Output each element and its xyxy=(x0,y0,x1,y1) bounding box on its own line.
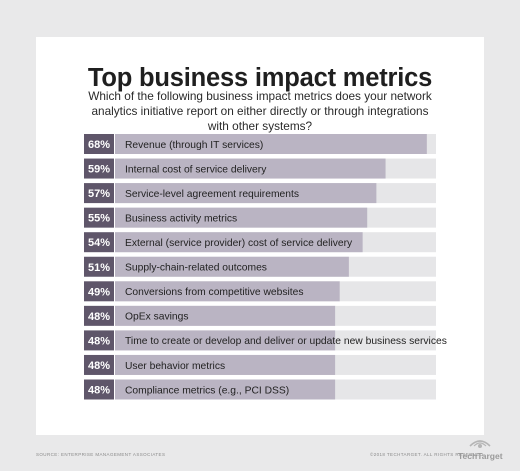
data-label: 68% xyxy=(88,139,110,151)
category-label: Revenue (through IT services) xyxy=(125,140,263,151)
value-label-box xyxy=(84,305,114,326)
data-label: 57% xyxy=(88,188,110,200)
data-label: 48% xyxy=(88,311,110,323)
data-label: 48% xyxy=(88,335,110,347)
value-label-box xyxy=(84,354,114,375)
category-label: Compliance metrics (e.g., PCI DSS) xyxy=(125,385,289,396)
source-note: SOURCE: ENTERPRISE MANAGEMENT ASSOCIATES xyxy=(36,452,166,457)
value-label-box xyxy=(84,281,114,302)
data-label: 55% xyxy=(88,213,110,225)
chart-subtitle: Which of the following business impact m… xyxy=(88,89,432,133)
data-label: 59% xyxy=(88,164,110,176)
value-label-box xyxy=(84,256,114,277)
bar xyxy=(115,207,368,228)
category-label: Service-level agreement requirements xyxy=(125,189,299,200)
data-label: 51% xyxy=(88,262,110,274)
category-label: User behavior metrics xyxy=(125,361,225,372)
value-label-box xyxy=(84,158,114,179)
category-label: Time to create or develop and deliver or… xyxy=(125,336,447,347)
bar xyxy=(115,134,427,154)
category-label: External (service provider) cost of serv… xyxy=(125,238,353,249)
techtarget-logo: TechTarget xyxy=(458,451,503,461)
bar xyxy=(115,281,340,302)
category-label: Conversions from competitive websites xyxy=(125,287,304,298)
bar xyxy=(115,330,336,351)
value-label-box xyxy=(84,134,114,154)
value-label-box xyxy=(84,379,114,400)
bar xyxy=(115,379,336,400)
data-label: 49% xyxy=(88,286,110,298)
bar xyxy=(115,183,377,204)
bar xyxy=(115,256,349,277)
category-label: Internal cost of service delivery xyxy=(125,164,267,175)
eye-logo-icon xyxy=(469,440,491,448)
data-label: 48% xyxy=(88,385,110,397)
value-label-box xyxy=(84,183,114,204)
bar xyxy=(115,305,336,326)
copyright-note: ©2018 TECHTARGET. ALL RIGHTS RESERVED xyxy=(370,452,484,457)
category-label: Supply-chain-related outcomes xyxy=(125,263,267,274)
data-label: 54% xyxy=(88,237,110,249)
category-label: Business activity metrics xyxy=(125,213,237,224)
value-label-box xyxy=(84,207,114,228)
value-label-box xyxy=(84,232,114,253)
data-label: 48% xyxy=(88,360,110,372)
bar xyxy=(115,354,336,375)
bar xyxy=(115,232,363,253)
value-label-box xyxy=(84,330,114,351)
category-label: OpEx savings xyxy=(125,312,189,323)
chart-title: Top business impact metrics xyxy=(87,64,433,92)
bar xyxy=(115,158,386,179)
